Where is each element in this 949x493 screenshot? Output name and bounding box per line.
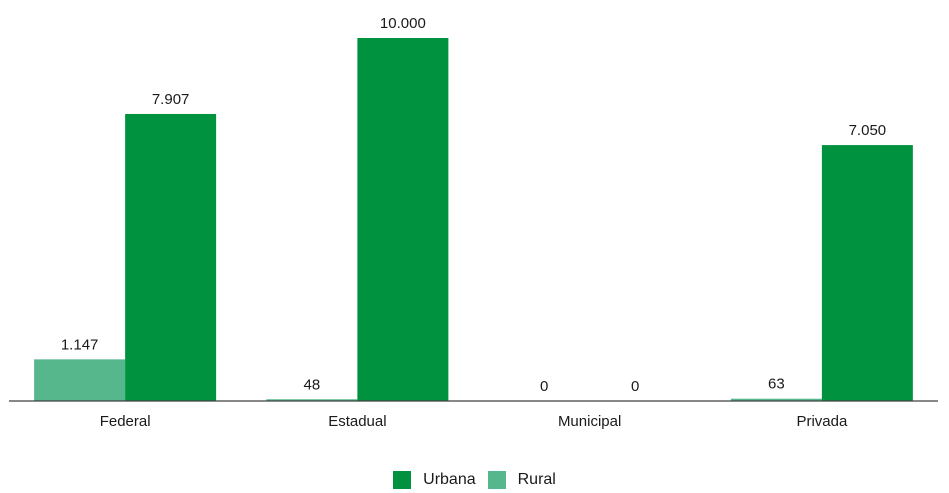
bar-urbana-federal (125, 113, 217, 402)
bar-rural-federal (34, 359, 126, 401)
value-label-rural-privada: 63 (768, 376, 785, 393)
value-label-rural-federal: 1.147 (61, 336, 99, 353)
x-tick-labels-group: Federal Estadual Municipal Privada (100, 413, 848, 430)
legend-item-urbana: Urbana (393, 471, 476, 489)
legend: Urbana Rural (0, 468, 949, 492)
x-tick-label-estadual: Estadual (328, 413, 386, 430)
bar-rural-estadual (266, 399, 358, 401)
x-tick-label-federal: Federal (100, 413, 151, 430)
bar-rural-privada (730, 398, 822, 401)
legend-label-urbana: Urbana (423, 471, 476, 488)
x-tick-label-municipal: Municipal (558, 413, 621, 430)
value-label-urbana-federal: 7.907 (152, 91, 190, 108)
bar-urbana-estadual (357, 38, 449, 401)
bars-group (34, 38, 913, 402)
value-label-urbana-estadual: 10.000 (380, 15, 426, 32)
value-label-urbana-privada: 7.050 (849, 122, 887, 139)
bar-urbana-privada (821, 145, 913, 401)
legend-item-rural: Rural (487, 471, 556, 489)
value-label-rural-municipal: 0 (540, 378, 548, 395)
value-label-rural-estadual: 48 (304, 376, 321, 393)
legend-swatch-urbana (393, 471, 412, 489)
legend-swatch-rural (487, 471, 506, 489)
value-labels-group: 1.147 7.907 48 10.000 0 0 63 7.050 (61, 15, 886, 395)
legend-label-rural: Rural (517, 471, 556, 488)
x-tick-label-privada: Privada (796, 413, 848, 430)
value-label-urbana-municipal: 0 (631, 378, 639, 395)
